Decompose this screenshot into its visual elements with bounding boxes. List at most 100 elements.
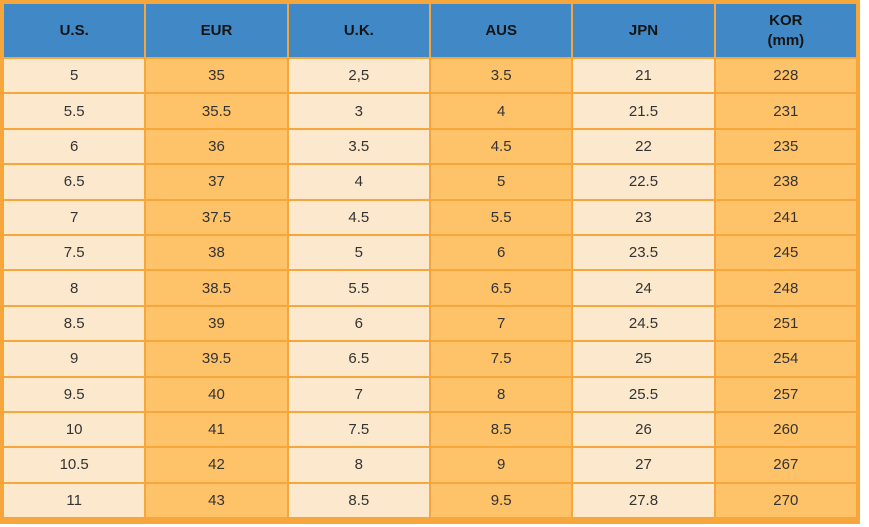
cell-uk-row-3: 3.5 xyxy=(286,127,431,166)
cell-kor-row-5: 241 xyxy=(713,198,859,236)
table-header: U.S. EUR U.K. AUS JPN KOR (mm) xyxy=(1,2,859,59)
table-row: 10.5 42 8 9 27 267 xyxy=(1,446,859,484)
cell-jpn-row-8: 24.5 xyxy=(571,304,716,343)
cell-aus-row-7: 6.5 xyxy=(428,269,574,307)
cell-kor-row-2: 231 xyxy=(713,92,859,130)
cell-eur-row-7: 38.5 xyxy=(144,269,289,307)
column-header-eur: EUR xyxy=(144,2,289,59)
cell-jpn-row-9: 25 xyxy=(571,340,716,378)
cell-aus-row-5: 5.5 xyxy=(428,198,574,236)
cell-kor-row-6: 245 xyxy=(713,233,859,272)
cell-uk-row-9: 6.5 xyxy=(286,340,431,378)
cell-kor-row-8: 251 xyxy=(713,304,859,343)
cell-jpn-row-7: 24 xyxy=(571,269,716,307)
cell-kor-row-7: 248 xyxy=(713,269,859,307)
table-body: 5 35 2,5 3.5 21 228 5.5 35.5 3 4 21.5 231 6 36 3.5 4.5 2… xyxy=(1,56,859,520)
cell-aus-row-12: 9 xyxy=(428,446,574,484)
table-row: 5.5 35.5 3 4 21.5 231 xyxy=(1,92,859,130)
cell-aus-row-1: 3.5 xyxy=(428,56,574,95)
cell-uk-row-1: 2,5 xyxy=(286,56,431,95)
column-header-label: JPN xyxy=(628,21,659,39)
cell-kor-row-11: 260 xyxy=(713,410,859,449)
cell-uk-row-2: 3 xyxy=(286,92,431,130)
cell-jpn-row-2: 21.5 xyxy=(571,92,716,130)
table-row: 6.5 37 4 5 22.5 238 xyxy=(1,163,859,201)
column-header-label: KOR xyxy=(769,12,803,29)
cell-uk-row-11: 7.5 xyxy=(286,410,431,449)
cell-us-row-3: 6 xyxy=(1,127,147,166)
cell-us-row-9: 9 xyxy=(1,340,147,378)
table-row: 8.5 39 6 7 24.5 251 xyxy=(1,304,859,343)
cell-uk-row-7: 5.5 xyxy=(286,269,431,307)
cell-jpn-row-11: 26 xyxy=(571,410,716,449)
column-header-jpn: JPN xyxy=(571,2,716,59)
cell-eur-row-3: 36 xyxy=(144,127,289,166)
table-row: 9.5 40 7 8 25.5 257 xyxy=(1,375,859,413)
column-header-aus: AUS xyxy=(428,2,574,59)
cell-us-row-6: 7.5 xyxy=(1,233,147,272)
column-header-label: U.S. xyxy=(59,21,89,39)
cell-us-row-5: 7 xyxy=(1,198,147,236)
table-row: 8 38.5 5.5 6.5 24 248 xyxy=(1,269,859,307)
cell-aus-row-3: 4.5 xyxy=(428,127,574,166)
cell-aus-row-8: 7 xyxy=(428,304,574,343)
column-header-sublabel: (mm) xyxy=(767,31,805,49)
cell-eur-row-6: 38 xyxy=(144,233,289,272)
table-row: 7.5 38 5 6 23.5 245 xyxy=(1,233,859,272)
cell-kor-row-13: 270 xyxy=(713,481,859,520)
cell-us-row-12: 10.5 xyxy=(1,446,147,484)
cell-kor-row-12: 267 xyxy=(713,446,859,484)
cell-aus-row-2: 4 xyxy=(428,92,574,130)
cell-eur-row-8: 39 xyxy=(144,304,289,343)
cell-uk-row-13: 8.5 xyxy=(286,481,431,520)
column-header-label: EUR xyxy=(200,21,233,39)
cell-jpn-row-3: 22 xyxy=(571,127,716,166)
shoe-size-conversion-table: U.S. EUR U.K. AUS JPN KOR (mm) 5 35 2,5 3.5 21 228 5… xyxy=(1,2,859,520)
cell-jpn-row-4: 22.5 xyxy=(571,163,716,201)
cell-eur-row-10: 40 xyxy=(144,375,289,413)
table-row: 7 37.5 4.5 5.5 23 241 xyxy=(1,198,859,236)
cell-aus-row-10: 8 xyxy=(428,375,574,413)
table-row: 9 39.5 6.5 7.5 25 254 xyxy=(1,340,859,378)
table-row: 6 36 3.5 4.5 22 235 xyxy=(1,127,859,166)
cell-us-row-2: 5.5 xyxy=(1,92,147,130)
table-row: 5 35 2,5 3.5 21 228 xyxy=(1,56,859,95)
cell-uk-row-8: 6 xyxy=(286,304,431,343)
cell-us-row-4: 6.5 xyxy=(1,163,147,201)
cell-kor-row-9: 254 xyxy=(713,340,859,378)
cell-jpn-row-6: 23.5 xyxy=(571,233,716,272)
table-row: 10 41 7.5 8.5 26 260 xyxy=(1,410,859,449)
column-header-kor: KOR (mm) xyxy=(713,2,859,59)
cell-uk-row-4: 4 xyxy=(286,163,431,201)
header-row: U.S. EUR U.K. AUS JPN KOR (mm) xyxy=(1,2,859,59)
cell-us-row-11: 10 xyxy=(1,410,147,449)
cell-aus-row-4: 5 xyxy=(428,163,574,201)
cell-us-row-7: 8 xyxy=(1,269,147,307)
cell-kor-row-1: 228 xyxy=(713,56,859,95)
cell-jpn-row-1: 21 xyxy=(571,56,716,95)
cell-aus-row-9: 7.5 xyxy=(428,340,574,378)
cell-jpn-row-13: 27.8 xyxy=(571,481,716,520)
cell-eur-row-5: 37.5 xyxy=(144,198,289,236)
cell-eur-row-9: 39.5 xyxy=(144,340,289,378)
cell-aus-row-11: 8.5 xyxy=(428,410,574,449)
table-row: 11 43 8.5 9.5 27.8 270 xyxy=(1,481,859,520)
cell-us-row-10: 9.5 xyxy=(1,375,147,413)
cell-aus-row-6: 6 xyxy=(428,233,574,272)
column-header-uk: U.K. xyxy=(286,2,431,59)
cell-eur-row-11: 41 xyxy=(144,410,289,449)
cell-eur-row-13: 43 xyxy=(144,481,289,520)
cell-us-row-1: 5 xyxy=(1,56,147,95)
column-header-label: AUS xyxy=(485,21,517,39)
column-header-us: U.S. xyxy=(1,2,147,59)
cell-kor-row-3: 235 xyxy=(713,127,859,166)
cell-us-row-8: 8.5 xyxy=(1,304,147,343)
cell-kor-row-10: 257 xyxy=(713,375,859,413)
cell-us-row-13: 11 xyxy=(1,481,147,520)
cell-kor-row-4: 238 xyxy=(713,163,859,201)
cell-eur-row-1: 35 xyxy=(144,56,289,95)
cell-uk-row-6: 5 xyxy=(286,233,431,272)
cell-jpn-row-10: 25.5 xyxy=(571,375,716,413)
cell-jpn-row-5: 23 xyxy=(571,198,716,236)
